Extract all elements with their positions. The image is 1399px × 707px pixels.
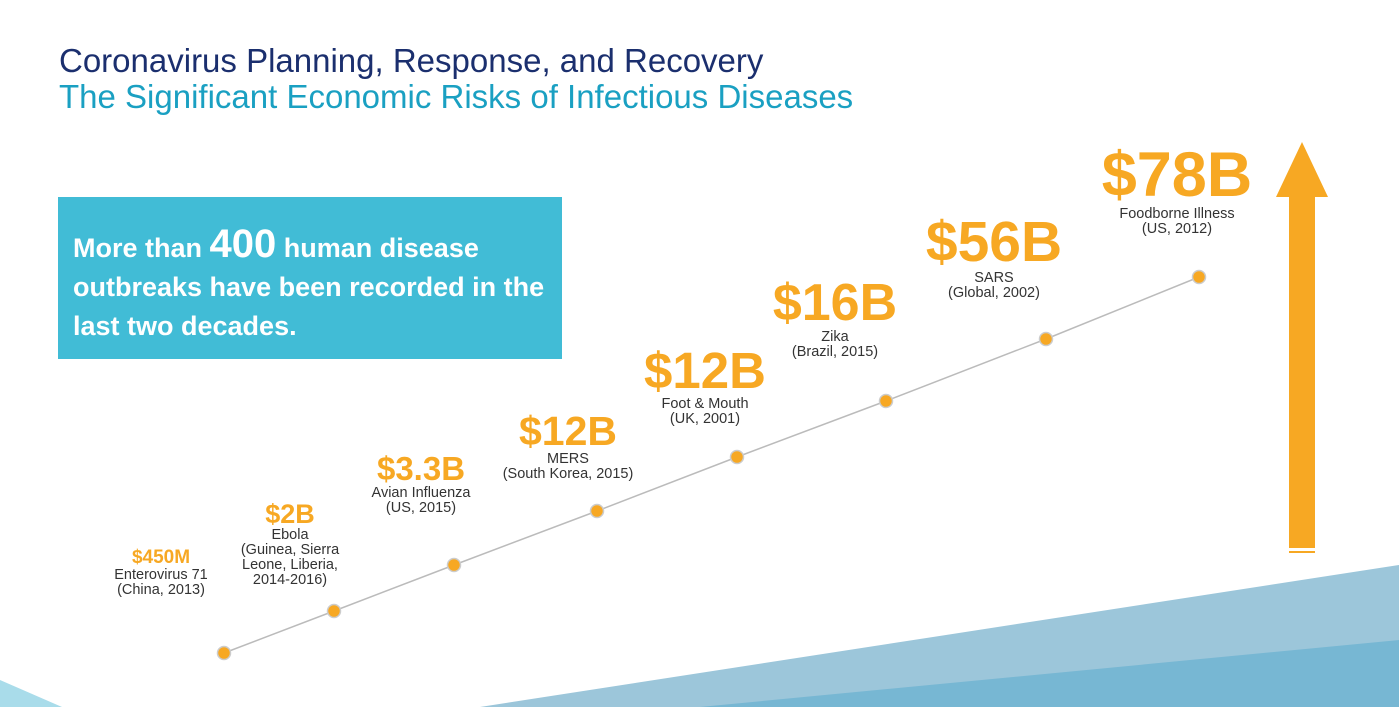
disease-detail: (Brazil, 2015) bbox=[791, 344, 879, 360]
value-label: $2B bbox=[265, 499, 315, 529]
disease-detail: (China, 2013) bbox=[117, 582, 205, 598]
disease-name: Enterovirus 71 bbox=[114, 567, 208, 583]
data-point bbox=[589, 503, 605, 519]
data-point bbox=[446, 557, 462, 573]
data-label: $12B MERS (South Korea, 2015) bbox=[503, 410, 634, 482]
disease-name: Foot & Mouth bbox=[661, 396, 749, 412]
callout-box: More than 400 human disease outbreaks ha… bbox=[58, 197, 562, 359]
disease-detail: (US, 2012) bbox=[1141, 221, 1213, 237]
callout-suffix: human disease outbreaks have been record… bbox=[73, 233, 545, 341]
data-label: $56B SARS (Global, 2002) bbox=[926, 213, 1062, 301]
value-label: $450M bbox=[131, 547, 191, 568]
disease-name: Foodborne Illness bbox=[1119, 206, 1235, 222]
data-label: $16B Zika (Brazil, 2015) bbox=[773, 277, 897, 360]
disease-name: MERS bbox=[547, 451, 589, 467]
disease-name: Avian Influenza bbox=[371, 485, 471, 501]
value-label: $78B bbox=[1101, 140, 1253, 210]
value-label: $12B bbox=[518, 408, 617, 454]
disease-name: Zika bbox=[821, 329, 849, 345]
trend-line bbox=[223, 276, 1200, 654]
disease-name: Ebola bbox=[271, 527, 309, 543]
data-point bbox=[1191, 269, 1207, 285]
data-point bbox=[216, 645, 232, 661]
value-label: $16B bbox=[772, 274, 898, 332]
value-label: $3.3B bbox=[376, 450, 466, 487]
data-label: $78B Foodborne Illness (US, 2012) bbox=[1102, 143, 1253, 237]
callout-prefix: More than bbox=[73, 233, 210, 263]
data-label: $2B Ebola (Guinea, Sierra Leone, Liberia, … bbox=[241, 500, 339, 588]
disease-detail: (Global, 2002) bbox=[948, 285, 1040, 301]
callout-number: 400 bbox=[209, 222, 277, 266]
data-label: $3.3B Avian Influenza (US, 2015) bbox=[372, 452, 471, 516]
data-point bbox=[1038, 331, 1054, 347]
disease-detail: (South Korea, 2015) bbox=[502, 466, 634, 482]
page-title: Coronavirus Planning, Response, and Reco… bbox=[59, 42, 764, 79]
disease-detail: (US, 2015) bbox=[385, 500, 457, 516]
bottom-wedge-dark bbox=[700, 640, 1399, 707]
corner-wedge bbox=[0, 680, 62, 707]
disease-name: SARS bbox=[974, 270, 1014, 286]
data-label: $12B Foot & Mouth (UK, 2001) bbox=[644, 345, 766, 427]
disease-detail: (UK, 2001) bbox=[669, 411, 741, 427]
up-arrow-icon bbox=[1276, 142, 1328, 553]
data-point bbox=[326, 603, 342, 619]
value-label: $12B bbox=[644, 342, 766, 399]
data-point bbox=[729, 449, 745, 465]
disease-detail: (Guinea, Sierra Leone, Liberia, 2014-201… bbox=[240, 542, 340, 588]
data-point bbox=[878, 393, 894, 409]
data-label: $450M Enterovirus 71 (China, 2013) bbox=[114, 548, 208, 598]
value-label: $56B bbox=[925, 210, 1063, 274]
page-subtitle: The Significant Economic Risks of Infect… bbox=[59, 78, 854, 115]
